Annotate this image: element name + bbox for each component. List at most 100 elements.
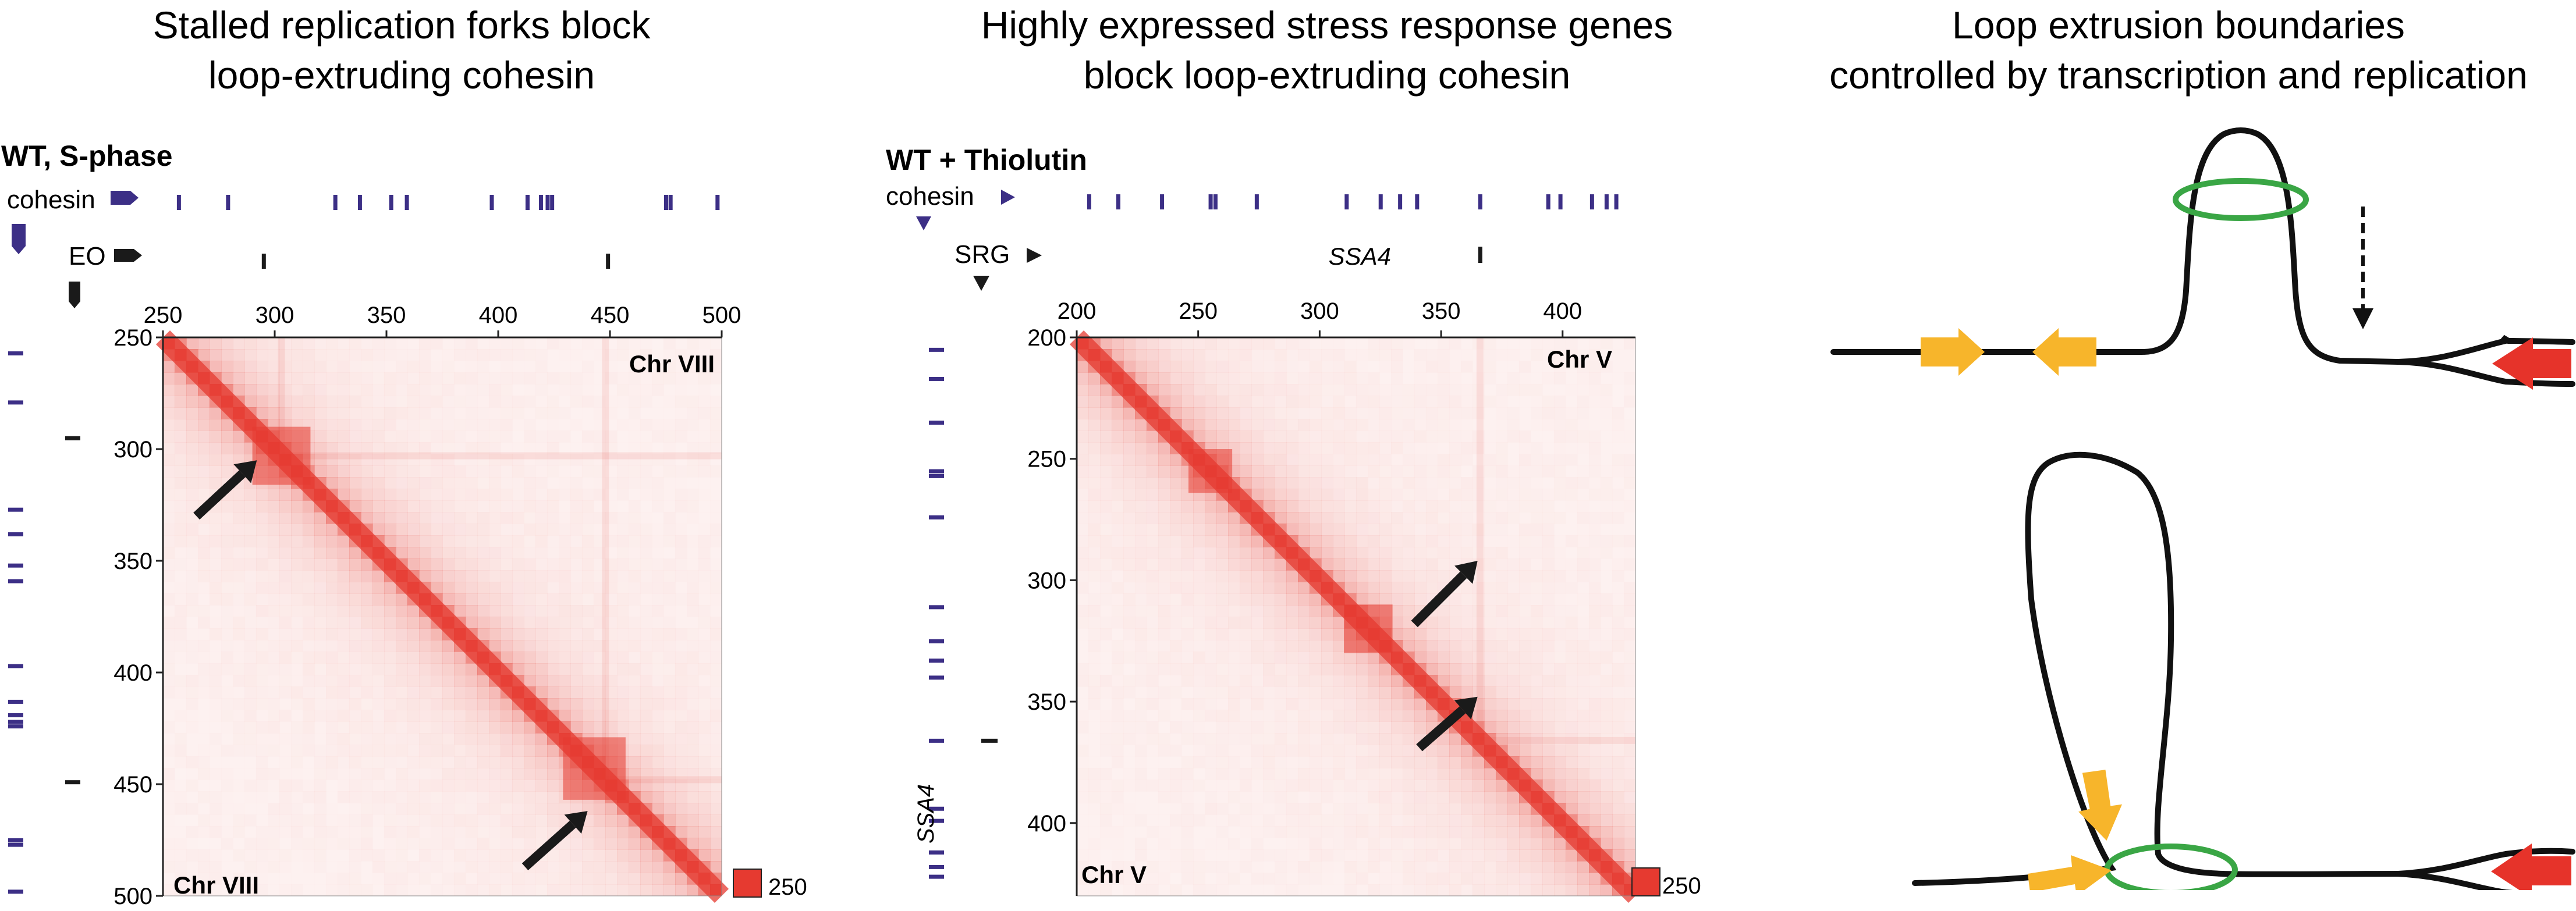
contact-cell bbox=[1147, 861, 1159, 873]
contact-cell bbox=[1135, 337, 1147, 350]
contact-cell bbox=[407, 628, 420, 640]
contact-cell bbox=[198, 849, 210, 862]
contact-cell bbox=[675, 884, 687, 896]
contact-cell bbox=[1379, 337, 1392, 350]
contact-cell bbox=[1135, 500, 1147, 513]
contact-cell bbox=[512, 407, 524, 419]
contact-cell bbox=[314, 780, 327, 792]
contact-cell bbox=[1228, 861, 1240, 873]
contact-cell bbox=[1333, 710, 1345, 722]
contact-cell bbox=[1531, 535, 1543, 547]
contact-cell bbox=[1298, 733, 1310, 745]
contact-cell bbox=[1298, 698, 1310, 710]
contact-cell bbox=[454, 652, 466, 664]
contact-cell bbox=[710, 640, 722, 652]
contact-cell bbox=[489, 337, 501, 350]
contact-cell bbox=[361, 512, 373, 524]
contact-cell bbox=[279, 524, 292, 536]
contact-cell bbox=[326, 675, 338, 687]
contact-cell bbox=[663, 558, 676, 571]
contact-cell bbox=[1356, 803, 1368, 815]
contact-cell bbox=[1228, 582, 1240, 594]
contact-cell bbox=[501, 477, 513, 489]
contact-cell bbox=[1554, 873, 1566, 885]
y-tick-label: 250 bbox=[1027, 447, 1066, 472]
contact-cell bbox=[1100, 710, 1112, 722]
contact-cell bbox=[175, 721, 187, 734]
contact-cell bbox=[338, 710, 350, 722]
contact-cell bbox=[186, 535, 198, 547]
contact-cell bbox=[1379, 430, 1392, 443]
contact-cell bbox=[210, 570, 222, 582]
contact-cell bbox=[1577, 873, 1589, 885]
contact-cell bbox=[1310, 861, 1322, 873]
contact-cell bbox=[1147, 361, 1159, 373]
contact-cell bbox=[1368, 407, 1380, 419]
contact-cell bbox=[1438, 512, 1450, 524]
contact-cell bbox=[1321, 605, 1333, 617]
contact-cell bbox=[1088, 733, 1101, 745]
contact-cell bbox=[1333, 803, 1345, 815]
top-replication-fork-arrow-icon bbox=[2492, 337, 2571, 390]
contact-cell bbox=[1472, 663, 1485, 675]
contact-cell bbox=[1321, 873, 1333, 885]
panel2-scale-value: 250 bbox=[1662, 873, 1701, 899]
contact-cell bbox=[535, 337, 548, 350]
contact-cell bbox=[1251, 593, 1264, 606]
contact-cell bbox=[1391, 698, 1403, 710]
contact-cell bbox=[477, 721, 489, 734]
contact-cell bbox=[1216, 617, 1229, 629]
contact-cell bbox=[1449, 849, 1461, 862]
contact-cell bbox=[1589, 640, 1601, 652]
contact-cell bbox=[1147, 640, 1159, 652]
contact-cell bbox=[303, 337, 315, 350]
contact-cell bbox=[1414, 477, 1427, 489]
contact-cell bbox=[454, 419, 466, 431]
contact-cell bbox=[256, 663, 268, 675]
contact-cell bbox=[1472, 873, 1485, 885]
contact-cell bbox=[687, 791, 699, 803]
contact-cell bbox=[291, 756, 303, 768]
contact-cell bbox=[419, 524, 431, 536]
cohesin-site-top bbox=[1589, 194, 1594, 209]
contact-cell bbox=[431, 419, 443, 431]
contact-cell bbox=[454, 605, 466, 617]
contact-cell bbox=[1205, 396, 1217, 408]
contact-cell bbox=[338, 361, 350, 373]
contact-cell bbox=[477, 535, 489, 547]
contact-cell bbox=[384, 337, 396, 350]
contact-cell bbox=[1507, 500, 1520, 513]
contact-cell bbox=[1531, 884, 1543, 896]
contact-cell bbox=[268, 721, 280, 734]
contact-cell bbox=[1088, 791, 1101, 803]
contact-cell bbox=[1135, 617, 1147, 629]
contact-cell bbox=[349, 826, 361, 838]
contact-cell bbox=[1484, 826, 1496, 838]
contact-cell bbox=[466, 686, 478, 699]
contact-cell bbox=[652, 430, 664, 443]
contact-cell bbox=[1414, 768, 1427, 780]
contact-cell bbox=[233, 710, 245, 722]
contact-cell bbox=[1112, 686, 1124, 699]
contact-cell bbox=[1286, 838, 1298, 850]
contact-cell bbox=[559, 430, 571, 443]
contact-cell bbox=[256, 570, 268, 582]
contact-cell bbox=[454, 756, 466, 768]
contact-cell bbox=[1286, 582, 1298, 594]
contact-cell bbox=[1344, 780, 1357, 792]
contact-cell bbox=[454, 582, 466, 594]
contact-cell bbox=[431, 849, 443, 862]
panel3-title-line1: Loop extrusion boundaries bbox=[1952, 3, 2405, 47]
contact-cell bbox=[1321, 884, 1333, 896]
contact-cell bbox=[1531, 512, 1543, 524]
contact-cell bbox=[186, 384, 198, 396]
contact-cell bbox=[1123, 756, 1136, 768]
contact-cell bbox=[466, 396, 478, 408]
contact-cell bbox=[1624, 605, 1636, 617]
contact-cell bbox=[1100, 396, 1112, 408]
contact-cell bbox=[1601, 524, 1613, 536]
contact-cell bbox=[1147, 500, 1159, 513]
contact-cell bbox=[1240, 814, 1252, 827]
contact-cell bbox=[1461, 791, 1473, 803]
contact-cell bbox=[1205, 663, 1217, 675]
